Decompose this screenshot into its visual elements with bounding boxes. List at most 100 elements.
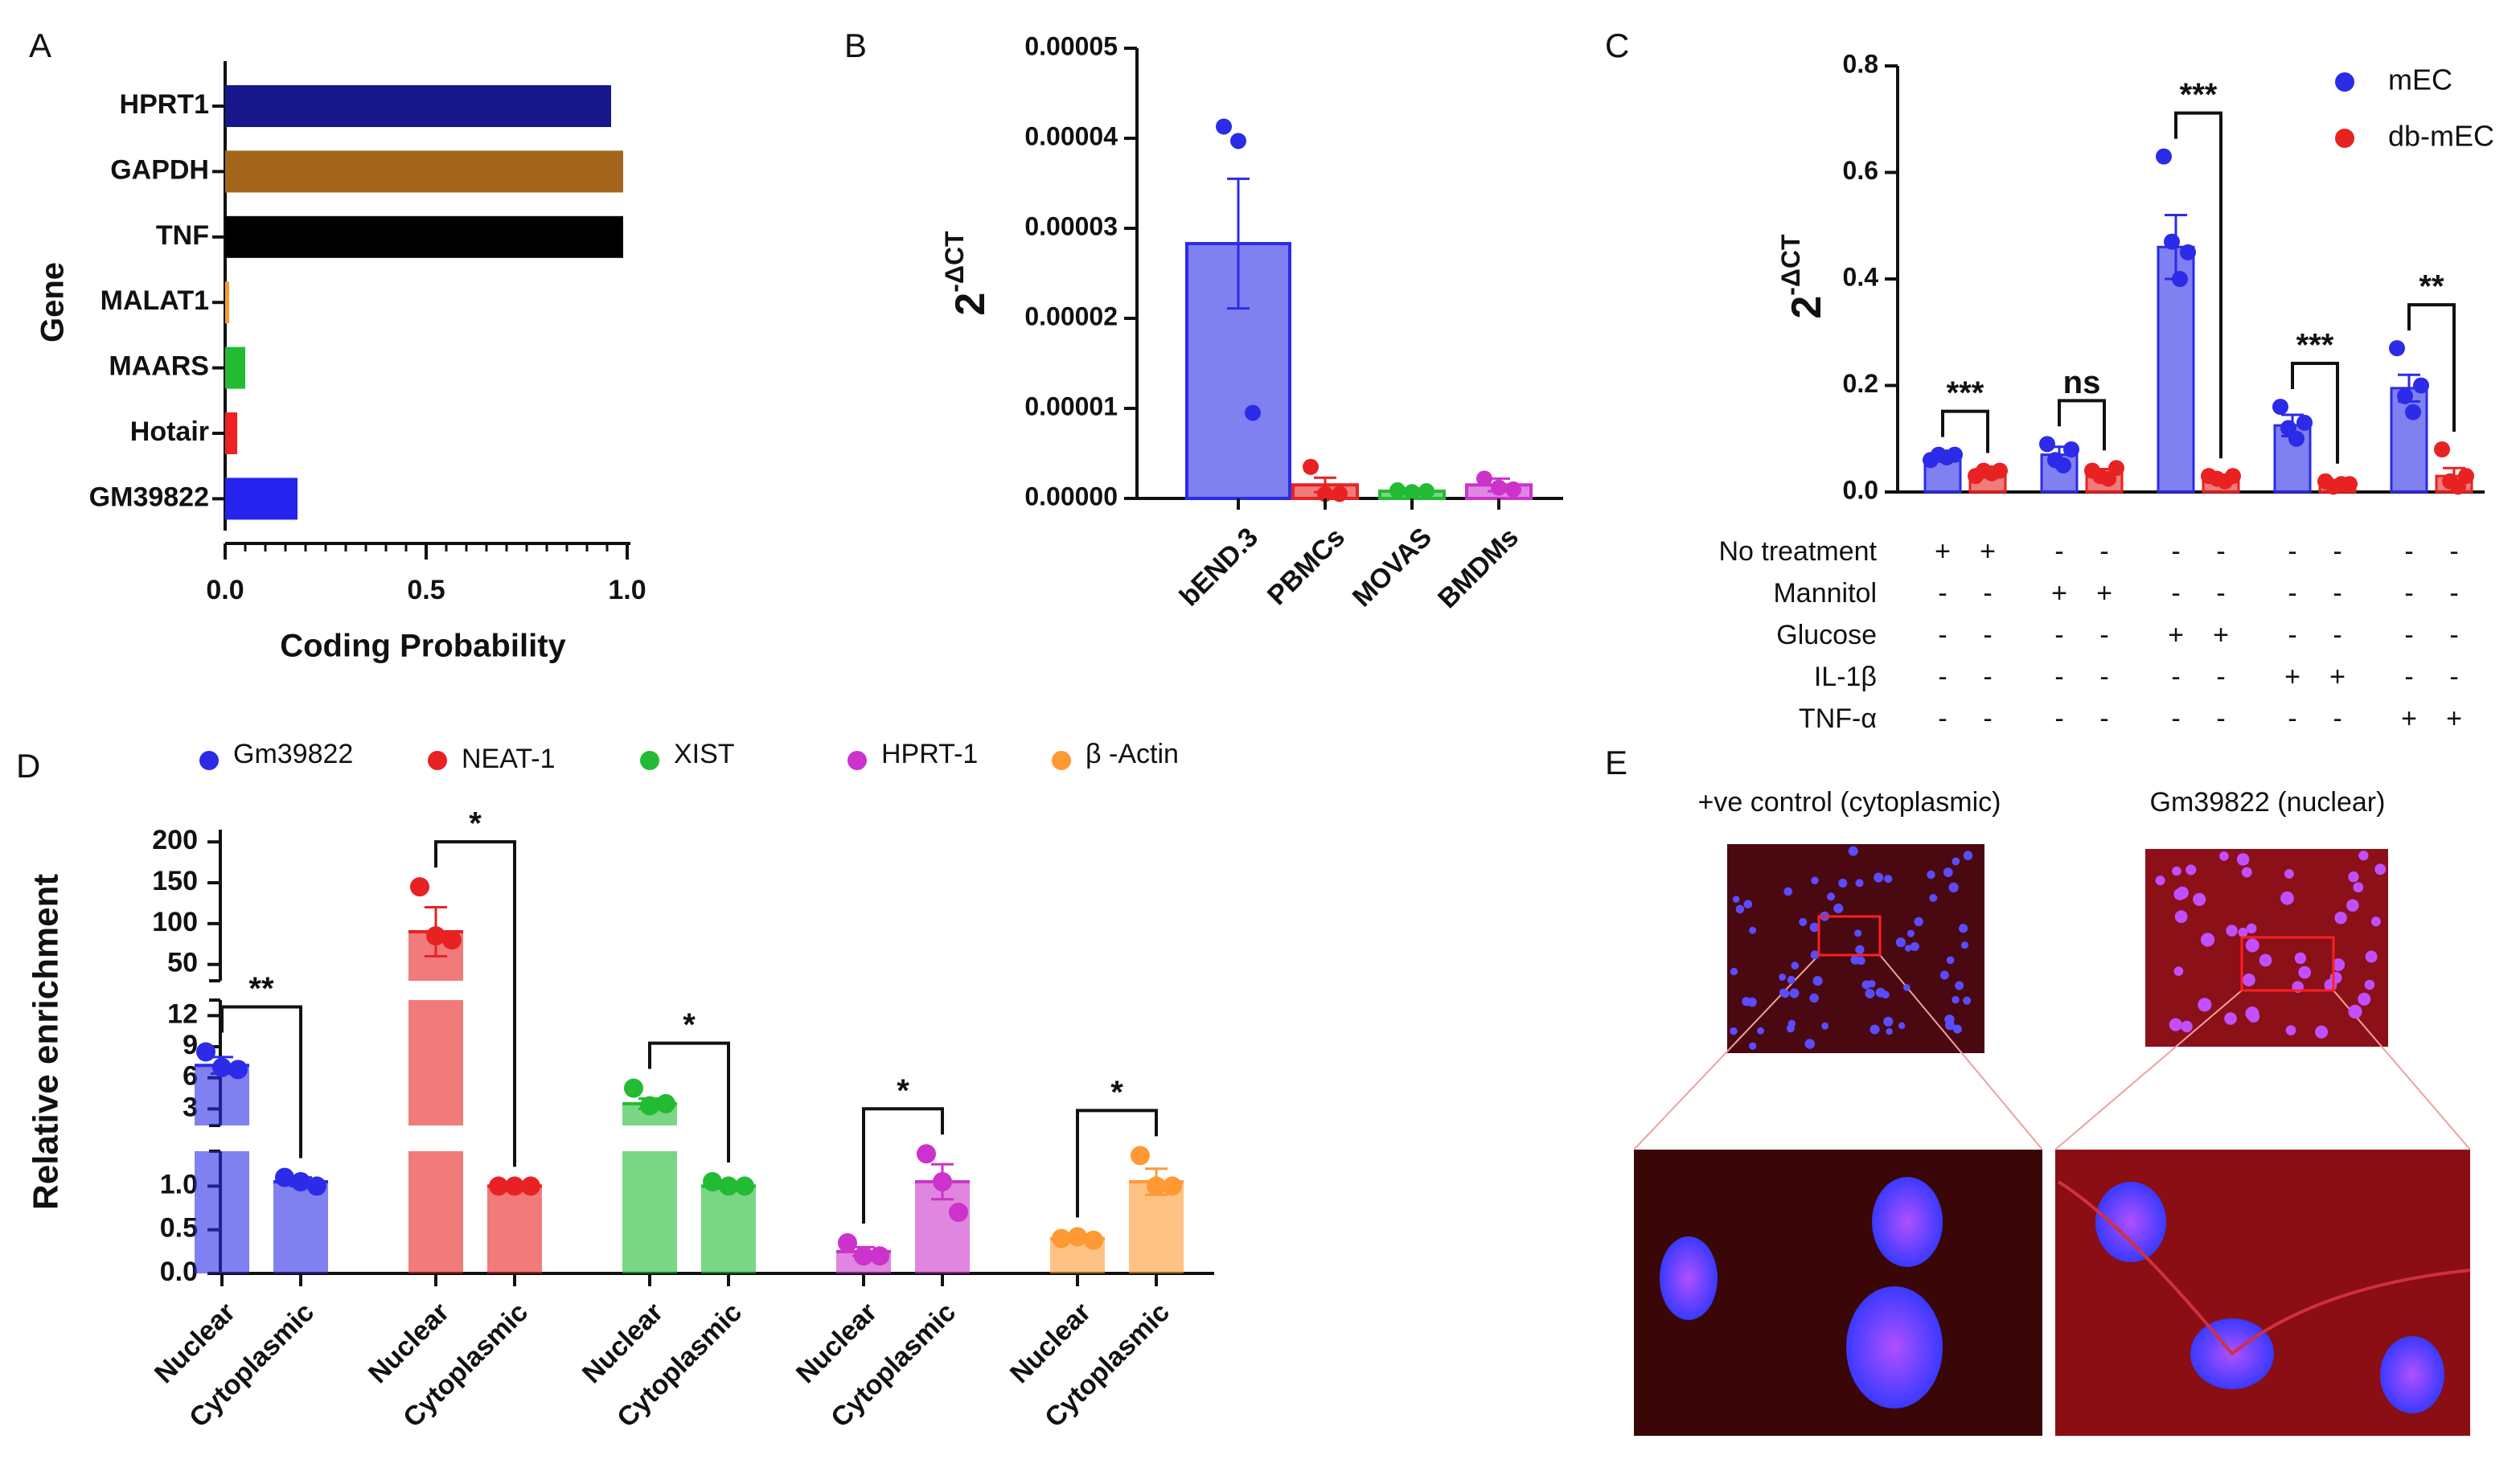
bracket (220, 1005, 302, 1158)
treatment-mark: - (2216, 578, 2225, 609)
significance-label: * (683, 1007, 696, 1043)
nucleus (2358, 851, 2369, 861)
nucleus (2238, 927, 2248, 937)
nucleus (2172, 866, 2181, 876)
nucleus (2332, 958, 2346, 971)
legend-marker (2335, 72, 2354, 92)
treatment-mark: - (2333, 703, 2341, 734)
zoom-box (1817, 915, 1882, 957)
treatment-mark: - (2404, 620, 2413, 650)
nucleus (1787, 975, 1796, 984)
nucleus (1783, 887, 1793, 896)
bar (487, 1186, 542, 1273)
data-point (735, 1176, 754, 1196)
zoom-box (2240, 936, 2335, 992)
data-point (2164, 233, 2180, 250)
significance-bracket: ** (2407, 269, 2456, 432)
bracket (1941, 409, 1989, 453)
panel-label: E (1605, 744, 1627, 781)
panel-label: A (29, 27, 51, 64)
treatment-mark: - (2449, 578, 2458, 609)
y-tick-label: 0.00004 (1024, 121, 1118, 150)
treatment-mark: - (1938, 662, 1947, 692)
treatment-mark: - (1938, 578, 1947, 609)
data-point (307, 1176, 326, 1196)
nucleus (1855, 879, 1864, 888)
y-tick-label: 0.8 (1843, 49, 1878, 78)
nucleus (1855, 945, 1865, 954)
bar (225, 478, 298, 520)
significance-label: * (1110, 1075, 1123, 1110)
nucleus (1810, 950, 1820, 960)
y-tick-label: TNF (156, 220, 209, 251)
y-tick-label: 1.0 (160, 1169, 198, 1199)
nucleus (2280, 891, 2294, 905)
nucleus (1902, 984, 1911, 991)
data-point (624, 1078, 643, 1098)
data-point (640, 1096, 659, 1116)
bar (225, 346, 245, 389)
nucleus (2200, 933, 2215, 947)
treatment-mark: + (2213, 620, 2229, 650)
significance-bracket: * (434, 806, 516, 1167)
data-point (2272, 399, 2288, 415)
nucleus (2374, 863, 2387, 875)
x-tick-label: 0.5 (407, 575, 445, 605)
treatment-mark: - (2288, 536, 2296, 567)
y-tick-label: Hotair (130, 416, 209, 447)
data-point (949, 1203, 968, 1222)
image-caption: +ve control (cytoplasmic) (1698, 787, 2001, 818)
y-axis-label: Relative enrichment (27, 874, 66, 1210)
data-point (196, 1042, 215, 1062)
y-tick-label: 0.00003 (1024, 211, 1118, 240)
data-point (838, 1233, 857, 1253)
treatment-label: IL-1β (1814, 662, 1877, 692)
nucleus (1812, 976, 1823, 986)
significance-label: * (469, 806, 482, 842)
treatment-mark: + (2446, 703, 2462, 734)
treatment-mark: - (1938, 703, 1947, 734)
nucleus (2169, 1018, 2182, 1031)
bar (1129, 1182, 1184, 1273)
legend-label: NEAT-1 (462, 744, 556, 774)
data-point (489, 1176, 508, 1196)
nucleus (1833, 903, 1844, 914)
nucleus (2173, 888, 2186, 900)
nucleus (2155, 875, 2165, 886)
y-tick-label: 0.00005 (1024, 31, 1118, 60)
treatment-mark: + (2051, 578, 2067, 609)
data-point (442, 930, 462, 950)
data-point (2172, 271, 2188, 287)
significance-bracket: ns (2058, 365, 2106, 451)
treatment-mark: - (2449, 536, 2458, 567)
treatment-mark: - (1938, 620, 1947, 650)
treatment-mark: - (1983, 620, 1992, 650)
treatment-mark: - (2288, 620, 2296, 650)
micrograph (2145, 849, 2388, 1047)
treatment-mark: - (2054, 536, 2063, 567)
treatment-label: Glucose (1776, 620, 1877, 650)
data-point (1163, 1176, 1182, 1196)
y-tick-label: 150 (152, 866, 198, 896)
significance-label: ** (248, 971, 274, 1007)
nucleus (1927, 870, 1935, 879)
treatment-label: TNF-α (1799, 703, 1877, 734)
nucleus (1779, 973, 1787, 981)
data-point (2039, 436, 2055, 453)
y-tick-label: MAARS (109, 351, 209, 382)
treatment-mark: - (2171, 536, 2180, 567)
nucleus (1779, 988, 1787, 997)
nucleus (2174, 910, 2188, 924)
bar (225, 215, 623, 258)
bar (273, 1182, 328, 1273)
y-tick-label: 0.0 (160, 1257, 198, 1287)
bar (195, 1151, 249, 1273)
data-point (917, 1144, 936, 1164)
bracket (2291, 362, 2339, 464)
treatment-mark: - (2216, 662, 2225, 692)
legend-marker (428, 751, 447, 770)
data-point (1389, 482, 1406, 498)
y-tick-label: 9 (183, 1030, 198, 1060)
treatment-mark: - (1983, 578, 1992, 609)
